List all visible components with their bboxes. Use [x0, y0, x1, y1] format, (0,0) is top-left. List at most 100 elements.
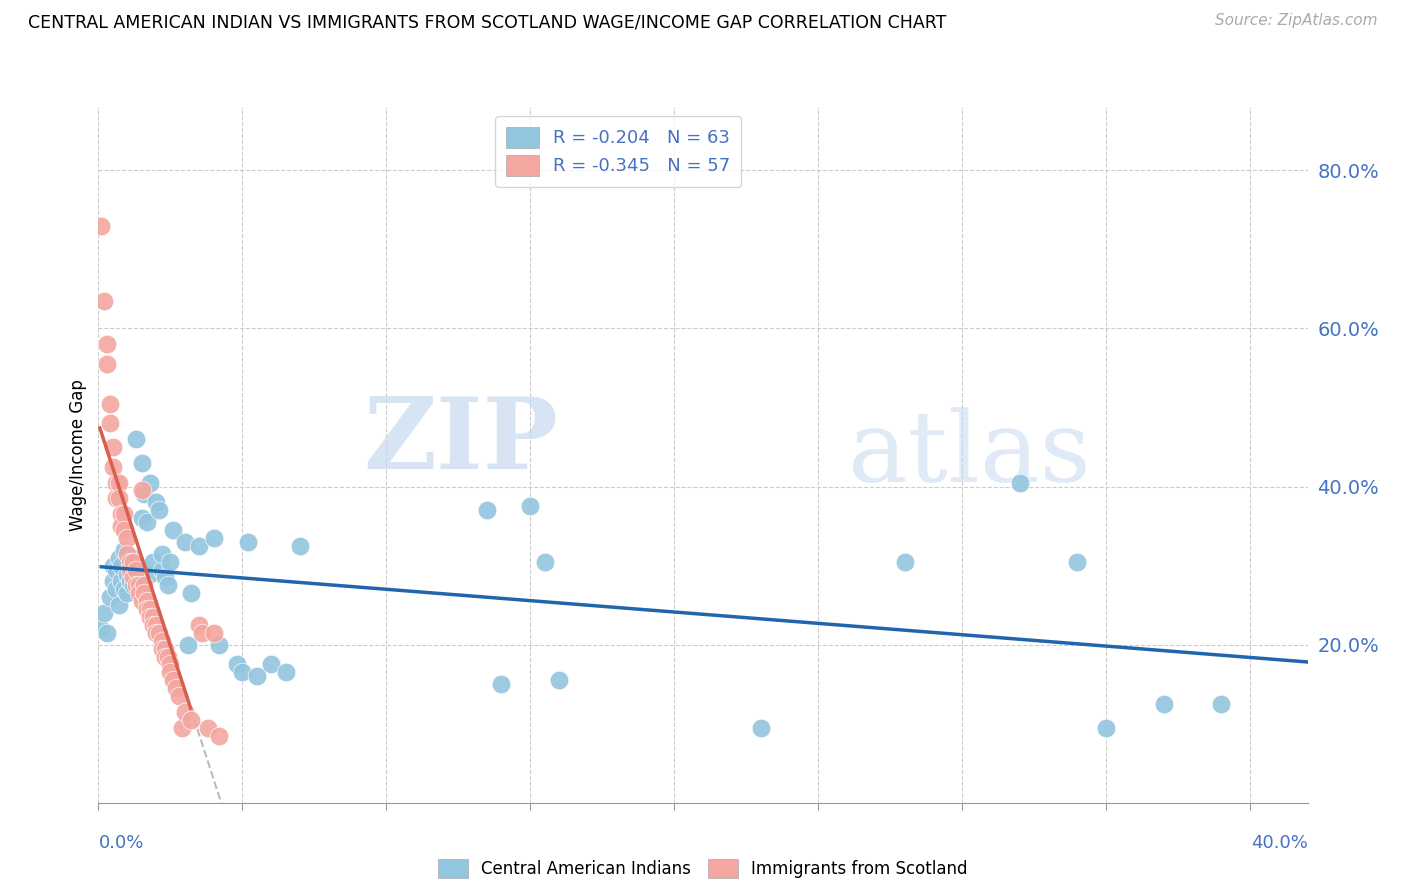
Point	[150, 633, 173, 648]
Point	[145, 618, 167, 632]
Point	[159, 555, 181, 569]
Point	[101, 440, 124, 454]
Point	[236, 534, 259, 549]
Point	[142, 610, 165, 624]
Point	[125, 563, 148, 577]
Point	[115, 531, 138, 545]
Point	[131, 594, 153, 608]
Point	[139, 475, 162, 490]
Point	[180, 586, 202, 600]
Point	[260, 657, 283, 672]
Point	[112, 542, 135, 557]
Point	[156, 649, 179, 664]
Point	[150, 641, 173, 656]
Point	[107, 550, 129, 565]
Point	[120, 558, 142, 573]
Point	[159, 665, 181, 680]
Point	[167, 689, 190, 703]
Point	[288, 539, 311, 553]
Point	[153, 649, 176, 664]
Point	[110, 507, 132, 521]
Point	[173, 705, 195, 719]
Point	[180, 713, 202, 727]
Point	[188, 539, 211, 553]
Point	[1153, 697, 1175, 711]
Point	[145, 625, 167, 640]
Point	[188, 618, 211, 632]
Text: CENTRAL AMERICAN INDIAN VS IMMIGRANTS FROM SCOTLAND WAGE/INCOME GAP CORRELATION : CENTRAL AMERICAN INDIAN VS IMMIGRANTS FR…	[28, 13, 946, 31]
Point	[150, 563, 173, 577]
Point	[122, 555, 145, 569]
Point	[107, 475, 129, 490]
Point	[136, 515, 159, 529]
Point	[145, 495, 167, 509]
Point	[156, 578, 179, 592]
Point	[134, 586, 156, 600]
Point	[96, 357, 118, 371]
Point	[165, 681, 187, 695]
Point	[475, 503, 498, 517]
Point	[96, 625, 118, 640]
Point	[142, 618, 165, 632]
Point	[101, 459, 124, 474]
Point	[225, 657, 247, 672]
Point	[548, 673, 571, 688]
Point	[98, 591, 121, 605]
Point	[208, 638, 231, 652]
Point	[96, 337, 118, 351]
Point	[202, 531, 225, 545]
Point	[131, 511, 153, 525]
Text: ZIP: ZIP	[363, 392, 558, 490]
Point	[139, 602, 162, 616]
Point	[110, 519, 132, 533]
Point	[120, 563, 142, 577]
Point	[139, 610, 162, 624]
Point	[150, 547, 173, 561]
Point	[139, 566, 162, 581]
Point	[131, 483, 153, 498]
Point	[122, 570, 145, 584]
Point	[120, 574, 142, 589]
Point	[110, 558, 132, 573]
Point	[128, 570, 150, 584]
Point	[1008, 475, 1031, 490]
Point	[176, 638, 198, 652]
Point	[142, 555, 165, 569]
Point	[162, 523, 184, 537]
Point	[162, 673, 184, 688]
Point	[1066, 555, 1088, 569]
Legend: Central American Indians, Immigrants from Scotland: Central American Indians, Immigrants fro…	[432, 853, 974, 885]
Point	[128, 558, 150, 573]
Point	[104, 563, 127, 577]
Y-axis label: Wage/Income Gap: Wage/Income Gap	[69, 379, 87, 531]
Point	[136, 602, 159, 616]
Point	[125, 578, 148, 592]
Point	[173, 534, 195, 549]
Text: 40.0%: 40.0%	[1251, 834, 1308, 852]
Point	[134, 487, 156, 501]
Point	[148, 625, 170, 640]
Point	[136, 594, 159, 608]
Point	[134, 578, 156, 592]
Point	[122, 550, 145, 565]
Point	[93, 293, 115, 308]
Point	[519, 500, 541, 514]
Point	[101, 558, 124, 573]
Point	[202, 625, 225, 640]
Point	[491, 677, 513, 691]
Text: Source: ZipAtlas.com: Source: ZipAtlas.com	[1215, 13, 1378, 29]
Point	[107, 598, 129, 612]
Point	[115, 586, 138, 600]
Text: 0.0%: 0.0%	[98, 834, 143, 852]
Point	[104, 475, 127, 490]
Point	[749, 721, 772, 735]
Point	[107, 491, 129, 506]
Point	[231, 665, 253, 680]
Point	[93, 606, 115, 620]
Point	[246, 669, 269, 683]
Point	[533, 555, 555, 569]
Point	[101, 574, 124, 589]
Point	[120, 555, 142, 569]
Point	[110, 574, 132, 589]
Point	[115, 566, 138, 581]
